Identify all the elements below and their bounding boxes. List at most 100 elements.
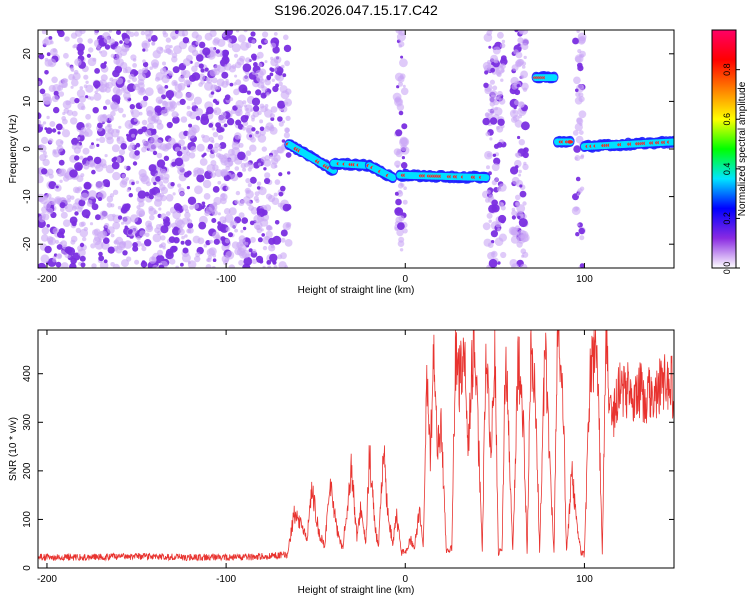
noise-speck — [179, 98, 186, 105]
noise-speck — [73, 146, 81, 154]
noise-speck — [219, 142, 227, 149]
noise-speck — [397, 240, 405, 247]
noise-speck — [164, 106, 171, 113]
noise-speck — [491, 163, 500, 172]
noise-speck — [398, 81, 403, 87]
noise-speck — [278, 191, 284, 197]
noise-speck — [46, 224, 50, 228]
noise-speck — [277, 71, 283, 76]
noise-speck — [177, 183, 182, 188]
noise-speck — [195, 108, 204, 116]
noise-speck — [148, 164, 157, 173]
noise-speck — [120, 143, 127, 150]
noise-speck — [93, 156, 102, 165]
noise-speck — [242, 226, 247, 231]
noise-speck — [182, 33, 186, 37]
noise-speck — [282, 73, 287, 78]
noise-speck — [245, 57, 251, 63]
noise-speck — [394, 191, 399, 196]
noise-speck — [191, 31, 199, 39]
colorbar-frame — [711, 29, 737, 269]
noise-speck — [76, 164, 82, 171]
noise-speck — [580, 154, 585, 158]
track-halo — [389, 174, 397, 182]
noise-speck — [180, 116, 188, 123]
noise-speck — [402, 84, 406, 88]
noise-speck — [85, 214, 90, 219]
noise-speck — [484, 87, 492, 95]
noise-speck — [285, 115, 291, 121]
noise-speck — [133, 83, 141, 91]
noise-speck — [51, 128, 57, 133]
noise-speck — [90, 162, 95, 168]
noise-speck — [70, 195, 75, 200]
noise-speck — [274, 179, 281, 185]
noise-speck — [83, 163, 90, 170]
noise-speck — [135, 142, 141, 148]
noise-speck — [145, 48, 149, 52]
noise-speck — [242, 263, 251, 268]
noise-speck — [489, 94, 498, 104]
noise-speck — [178, 139, 186, 147]
noise-speck — [82, 147, 90, 155]
noise-speck — [52, 48, 57, 53]
noise-speck — [196, 54, 204, 62]
colorbar-gradient — [712, 30, 736, 268]
noise-speck — [118, 125, 122, 129]
noise-speck — [265, 92, 270, 97]
noise-speck — [165, 37, 172, 43]
noise-speck — [212, 98, 218, 104]
noise-speck — [250, 108, 254, 112]
noise-speck — [159, 244, 164, 248]
noise-speck — [278, 172, 283, 177]
noise-speck — [159, 47, 163, 51]
noise-speck — [48, 36, 53, 40]
noise-speck — [577, 62, 583, 69]
noise-speck — [38, 215, 46, 223]
snr-x-tick-label: -200 — [37, 574, 57, 585]
noise-speck — [131, 181, 135, 186]
noise-speck — [257, 162, 262, 166]
noise-speck — [122, 250, 128, 256]
noise-speck — [72, 45, 76, 49]
noise-speck — [162, 177, 169, 184]
noise-speck — [41, 136, 49, 144]
noise-speck — [79, 255, 86, 262]
noise-speck — [128, 229, 133, 234]
noise-speck — [38, 81, 42, 86]
noise-speck — [188, 44, 197, 53]
noise-speck — [209, 239, 213, 244]
noise-speck — [518, 139, 525, 146]
noise-speck — [576, 193, 580, 196]
noise-speck — [191, 124, 200, 134]
noise-speck — [39, 88, 46, 95]
noise-speck — [71, 78, 79, 87]
noise-speck — [65, 100, 71, 106]
noise-speck — [42, 93, 52, 102]
noise-speck — [489, 117, 498, 125]
noise-speck — [57, 131, 61, 135]
noise-speck — [495, 221, 502, 228]
noise-speck — [171, 79, 178, 87]
noise-speck — [112, 43, 117, 48]
noise-speck — [394, 72, 404, 82]
noise-speck — [576, 30, 580, 33]
noise-speck — [578, 110, 587, 119]
noise-speck — [127, 187, 131, 191]
noise-speck — [94, 68, 100, 74]
noise-speck — [118, 149, 126, 156]
noise-speck — [224, 238, 230, 244]
noise-speck — [500, 57, 508, 66]
noise-speck — [122, 113, 126, 118]
noise-speck — [212, 131, 219, 138]
noise-speck — [112, 189, 119, 195]
noise-speck — [396, 228, 404, 237]
noise-speck — [514, 119, 523, 128]
noise-speck — [269, 253, 278, 263]
noise-speck — [515, 201, 520, 206]
noise-speck — [76, 43, 85, 52]
noise-speck — [98, 255, 105, 262]
snr-x-tick-label: -100 — [216, 574, 236, 585]
noise-speck — [247, 183, 252, 188]
noise-speck — [223, 123, 228, 128]
